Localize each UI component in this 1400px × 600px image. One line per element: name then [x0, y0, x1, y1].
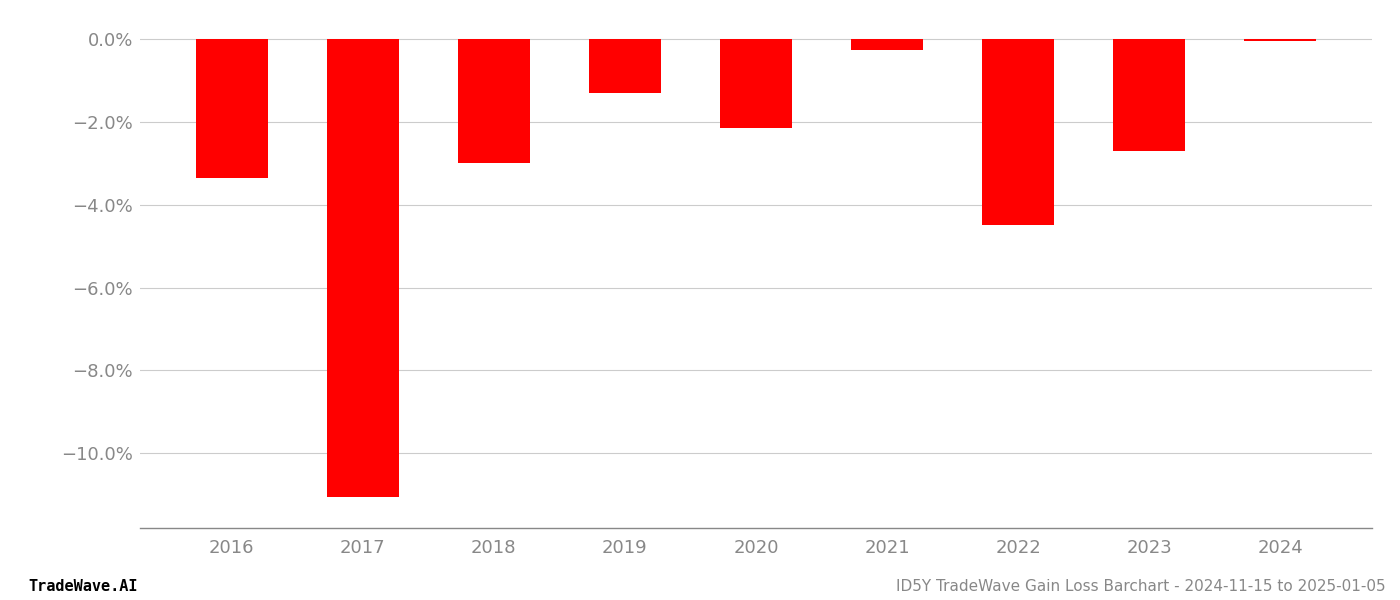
Bar	[326, 39, 399, 497]
Bar	[851, 39, 923, 50]
Bar	[1245, 39, 1316, 41]
Bar	[720, 39, 792, 128]
Text: TradeWave.AI: TradeWave.AI	[28, 579, 137, 594]
Bar	[458, 39, 531, 163]
Bar	[981, 39, 1054, 226]
Bar	[1113, 39, 1186, 151]
Text: ID5Y TradeWave Gain Loss Barchart - 2024-11-15 to 2025-01-05: ID5Y TradeWave Gain Loss Barchart - 2024…	[896, 579, 1386, 594]
Bar	[589, 39, 661, 92]
Bar	[196, 39, 267, 178]
